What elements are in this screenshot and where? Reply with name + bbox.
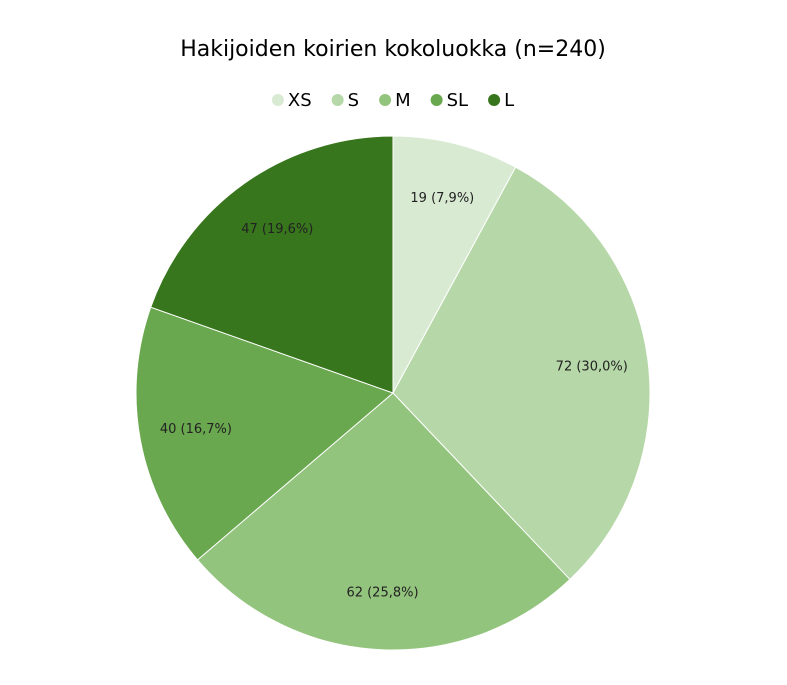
pie: 19 (7,9%) 72 (30,0%) 62 (25,8%) 40 (16,7%) 4… xyxy=(135,135,651,651)
pie-slice xyxy=(392,166,651,581)
pie-slice xyxy=(196,392,571,651)
pie-slice xyxy=(392,135,517,394)
legend-marker xyxy=(430,94,443,106)
legend-label: S xyxy=(348,90,359,111)
legend-item: L xyxy=(488,90,514,111)
legend-marker xyxy=(488,94,501,106)
slice-label: 40 (16,7%) xyxy=(160,422,232,437)
legend-marker xyxy=(271,94,284,106)
slice-label: 47 (19,6%) xyxy=(241,222,313,237)
legend-marker xyxy=(379,94,392,106)
legend-marker xyxy=(331,94,344,106)
legend-label: M xyxy=(395,90,411,111)
pie-slice xyxy=(150,135,394,394)
legend-item: XS xyxy=(271,90,312,111)
legend-label: XS xyxy=(288,90,312,111)
legend-item: SL xyxy=(430,90,468,111)
legend-item: S xyxy=(331,90,359,111)
legend: XS S M SL L xyxy=(271,90,514,111)
legend-label: SL xyxy=(447,90,468,111)
slice-label: 72 (30,0%) xyxy=(556,359,628,374)
legend-item: M xyxy=(379,90,411,111)
slice-label: 19 (7,9%) xyxy=(410,191,474,206)
chart-title: Hakijoiden koirien kokoluokka (n=240) xyxy=(180,37,606,62)
legend-label: L xyxy=(504,90,514,111)
slice-label: 62 (25,8%) xyxy=(346,586,418,601)
